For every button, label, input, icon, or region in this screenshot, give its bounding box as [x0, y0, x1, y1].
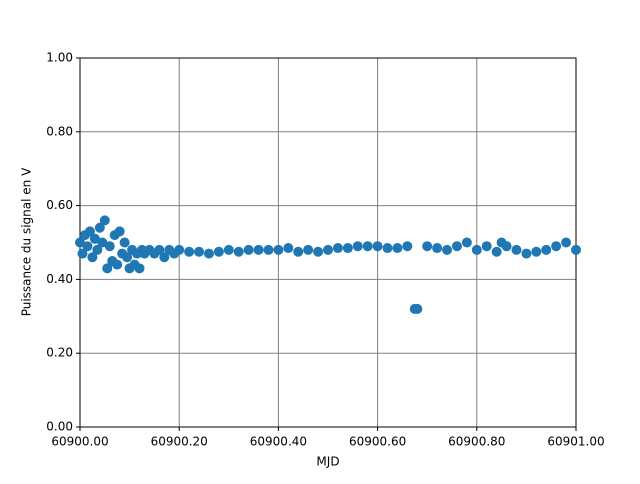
point — [104, 241, 115, 252]
point — [99, 215, 110, 226]
point — [92, 244, 103, 255]
point — [491, 246, 502, 257]
point — [273, 244, 284, 255]
point — [77, 248, 88, 259]
point — [481, 241, 492, 252]
point — [293, 246, 304, 257]
point — [432, 243, 443, 254]
point — [114, 226, 125, 237]
point — [402, 241, 413, 252]
point — [94, 222, 105, 233]
point — [89, 233, 100, 244]
point — [442, 244, 453, 255]
point — [119, 237, 130, 248]
point — [382, 243, 393, 254]
point — [134, 263, 145, 274]
point — [372, 241, 383, 252]
point — [323, 244, 333, 255]
point — [82, 241, 93, 252]
y-tick-label: 0.80 — [46, 124, 73, 138]
point — [253, 244, 264, 255]
point — [352, 241, 363, 252]
point — [194, 246, 205, 257]
point — [243, 244, 254, 255]
point — [203, 248, 214, 259]
point — [87, 252, 98, 263]
x-tick-label: 60900.60 — [349, 435, 406, 449]
y-tick-label: 0.60 — [46, 198, 73, 212]
point — [283, 243, 294, 254]
point — [422, 241, 433, 252]
point — [223, 244, 234, 255]
point — [412, 303, 423, 314]
point — [561, 237, 572, 248]
point — [184, 246, 195, 257]
point — [392, 243, 403, 254]
point — [342, 243, 353, 254]
point — [97, 237, 108, 248]
point — [75, 237, 85, 248]
point — [303, 244, 314, 255]
x-tick-label: 60900.00 — [51, 435, 108, 449]
y-tick-label: 0.00 — [46, 420, 73, 434]
point — [154, 244, 165, 255]
point — [461, 237, 472, 248]
point — [521, 248, 532, 259]
point — [102, 263, 113, 274]
point — [112, 259, 123, 270]
point — [313, 246, 324, 257]
point — [174, 244, 185, 255]
point — [332, 243, 343, 254]
point — [451, 241, 462, 252]
point — [531, 246, 542, 257]
x-tick-label: 60900.40 — [250, 435, 307, 449]
point — [263, 244, 274, 255]
point — [541, 244, 552, 255]
x-tick-label: 60900.80 — [448, 435, 505, 449]
point — [233, 246, 244, 257]
point — [501, 241, 512, 252]
y-tick-label: 0.40 — [46, 272, 73, 286]
x-axis-label: MJD — [316, 455, 339, 469]
point — [159, 252, 170, 263]
y-axis-label: Puissance du signal en V — [20, 167, 34, 316]
point — [84, 226, 95, 237]
point — [122, 252, 133, 263]
point — [511, 244, 522, 255]
point — [213, 246, 224, 257]
point — [551, 241, 562, 252]
point — [571, 244, 581, 255]
x-tick-label: 60900.20 — [151, 435, 208, 449]
y-tick-label: 1.00 — [46, 51, 73, 65]
y-tick-label: 0.20 — [46, 346, 73, 360]
point — [471, 244, 482, 255]
point — [362, 241, 373, 252]
x-tick-label: 60901.00 — [547, 435, 604, 449]
